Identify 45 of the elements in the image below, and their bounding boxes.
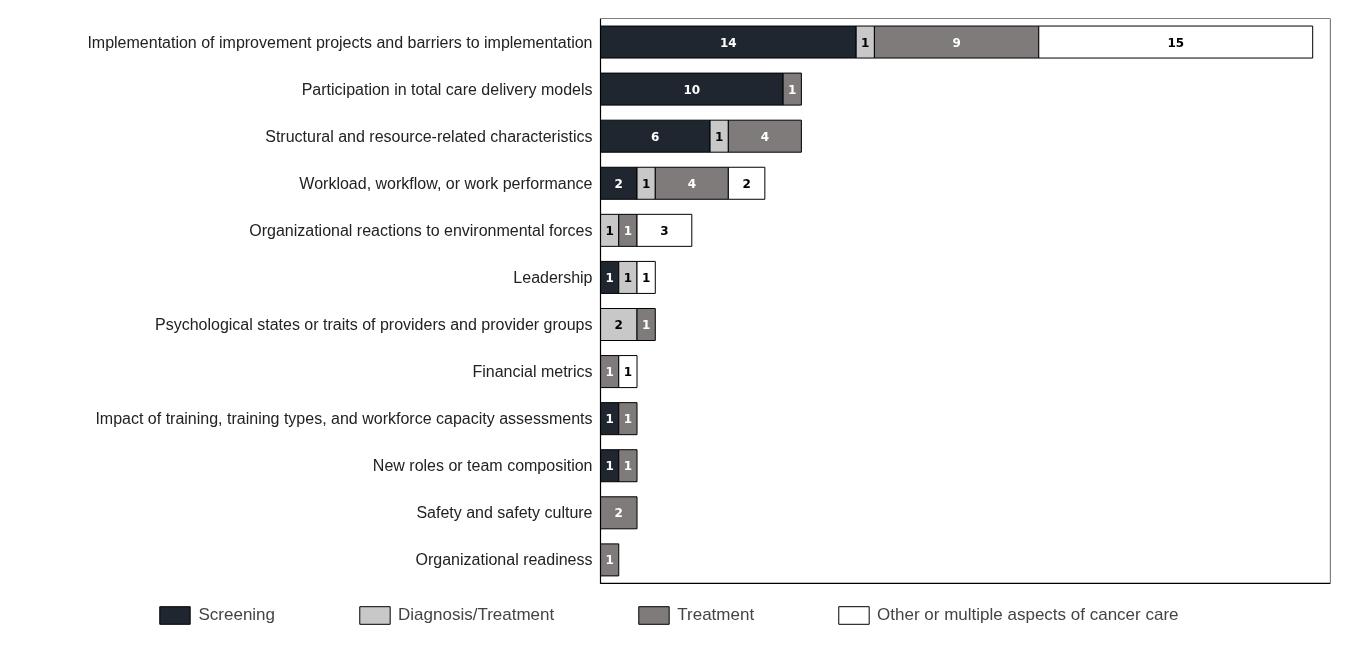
data-label: 2	[614, 318, 623, 332]
y-tick-label: New roles or team composition	[372, 457, 593, 475]
data-label: 1	[861, 35, 870, 50]
y-tick-label: Participation in total care delivery models	[301, 80, 593, 98]
data-label: 6	[651, 129, 660, 144]
data-label: 4	[687, 176, 696, 191]
data-label: 1	[605, 223, 614, 238]
data-label: 15	[1167, 35, 1185, 50]
data-label: 1	[715, 129, 724, 144]
data-label: 10	[683, 82, 701, 97]
data-label: 1	[605, 365, 614, 380]
data-label: 14	[719, 35, 737, 50]
y-tick-label: Implementation of improvement projects and barriers to implementation	[87, 33, 593, 51]
data-label: 4	[760, 129, 770, 144]
data-label: 1	[641, 270, 651, 285]
data-label: 1	[623, 270, 633, 285]
data-label: 1	[605, 412, 614, 427]
legend-label: Screening	[198, 605, 276, 625]
y-tick-label: Organizational readiness	[415, 551, 593, 569]
data-label: 2	[614, 176, 623, 191]
data-label: 9	[952, 35, 961, 50]
data-label: 1	[623, 412, 633, 427]
data-label: 1	[623, 459, 633, 474]
data-label: 2	[742, 176, 751, 191]
y-tick-label: Leadership	[513, 268, 593, 286]
data-label: 2	[614, 506, 623, 521]
y-tick-label: Financial metrics	[472, 363, 593, 381]
data-label: 1	[605, 270, 614, 285]
data-label: 1	[623, 365, 633, 380]
y-tick-label: Safety and safety culture	[416, 504, 593, 522]
data-label: 1	[788, 82, 797, 97]
y-tick-label: Psychological states or traits of providers and provider groups	[154, 316, 593, 333]
y-tick-label: Workload, workflow, or work performance	[299, 174, 593, 192]
legend-label: Diagnosis/Treatment	[398, 605, 555, 625]
data-label: 1	[641, 176, 651, 191]
legend-label: Treatment	[677, 605, 755, 625]
legend-label: Other or multiple aspects of cancer care	[877, 605, 1179, 625]
data-label: 1	[623, 223, 633, 238]
data-label: 1	[641, 318, 651, 332]
data-label: 1	[605, 459, 614, 474]
y-tick-label: Impact of training, training types, and workforce capacity assessments	[95, 410, 593, 428]
data-label: 3	[660, 223, 669, 238]
y-tick-label: Organizational reactions to environmental forces	[249, 221, 593, 239]
y-tick-label: Structural and resource-related characteristics	[265, 127, 593, 145]
data-label: 1	[605, 553, 614, 568]
